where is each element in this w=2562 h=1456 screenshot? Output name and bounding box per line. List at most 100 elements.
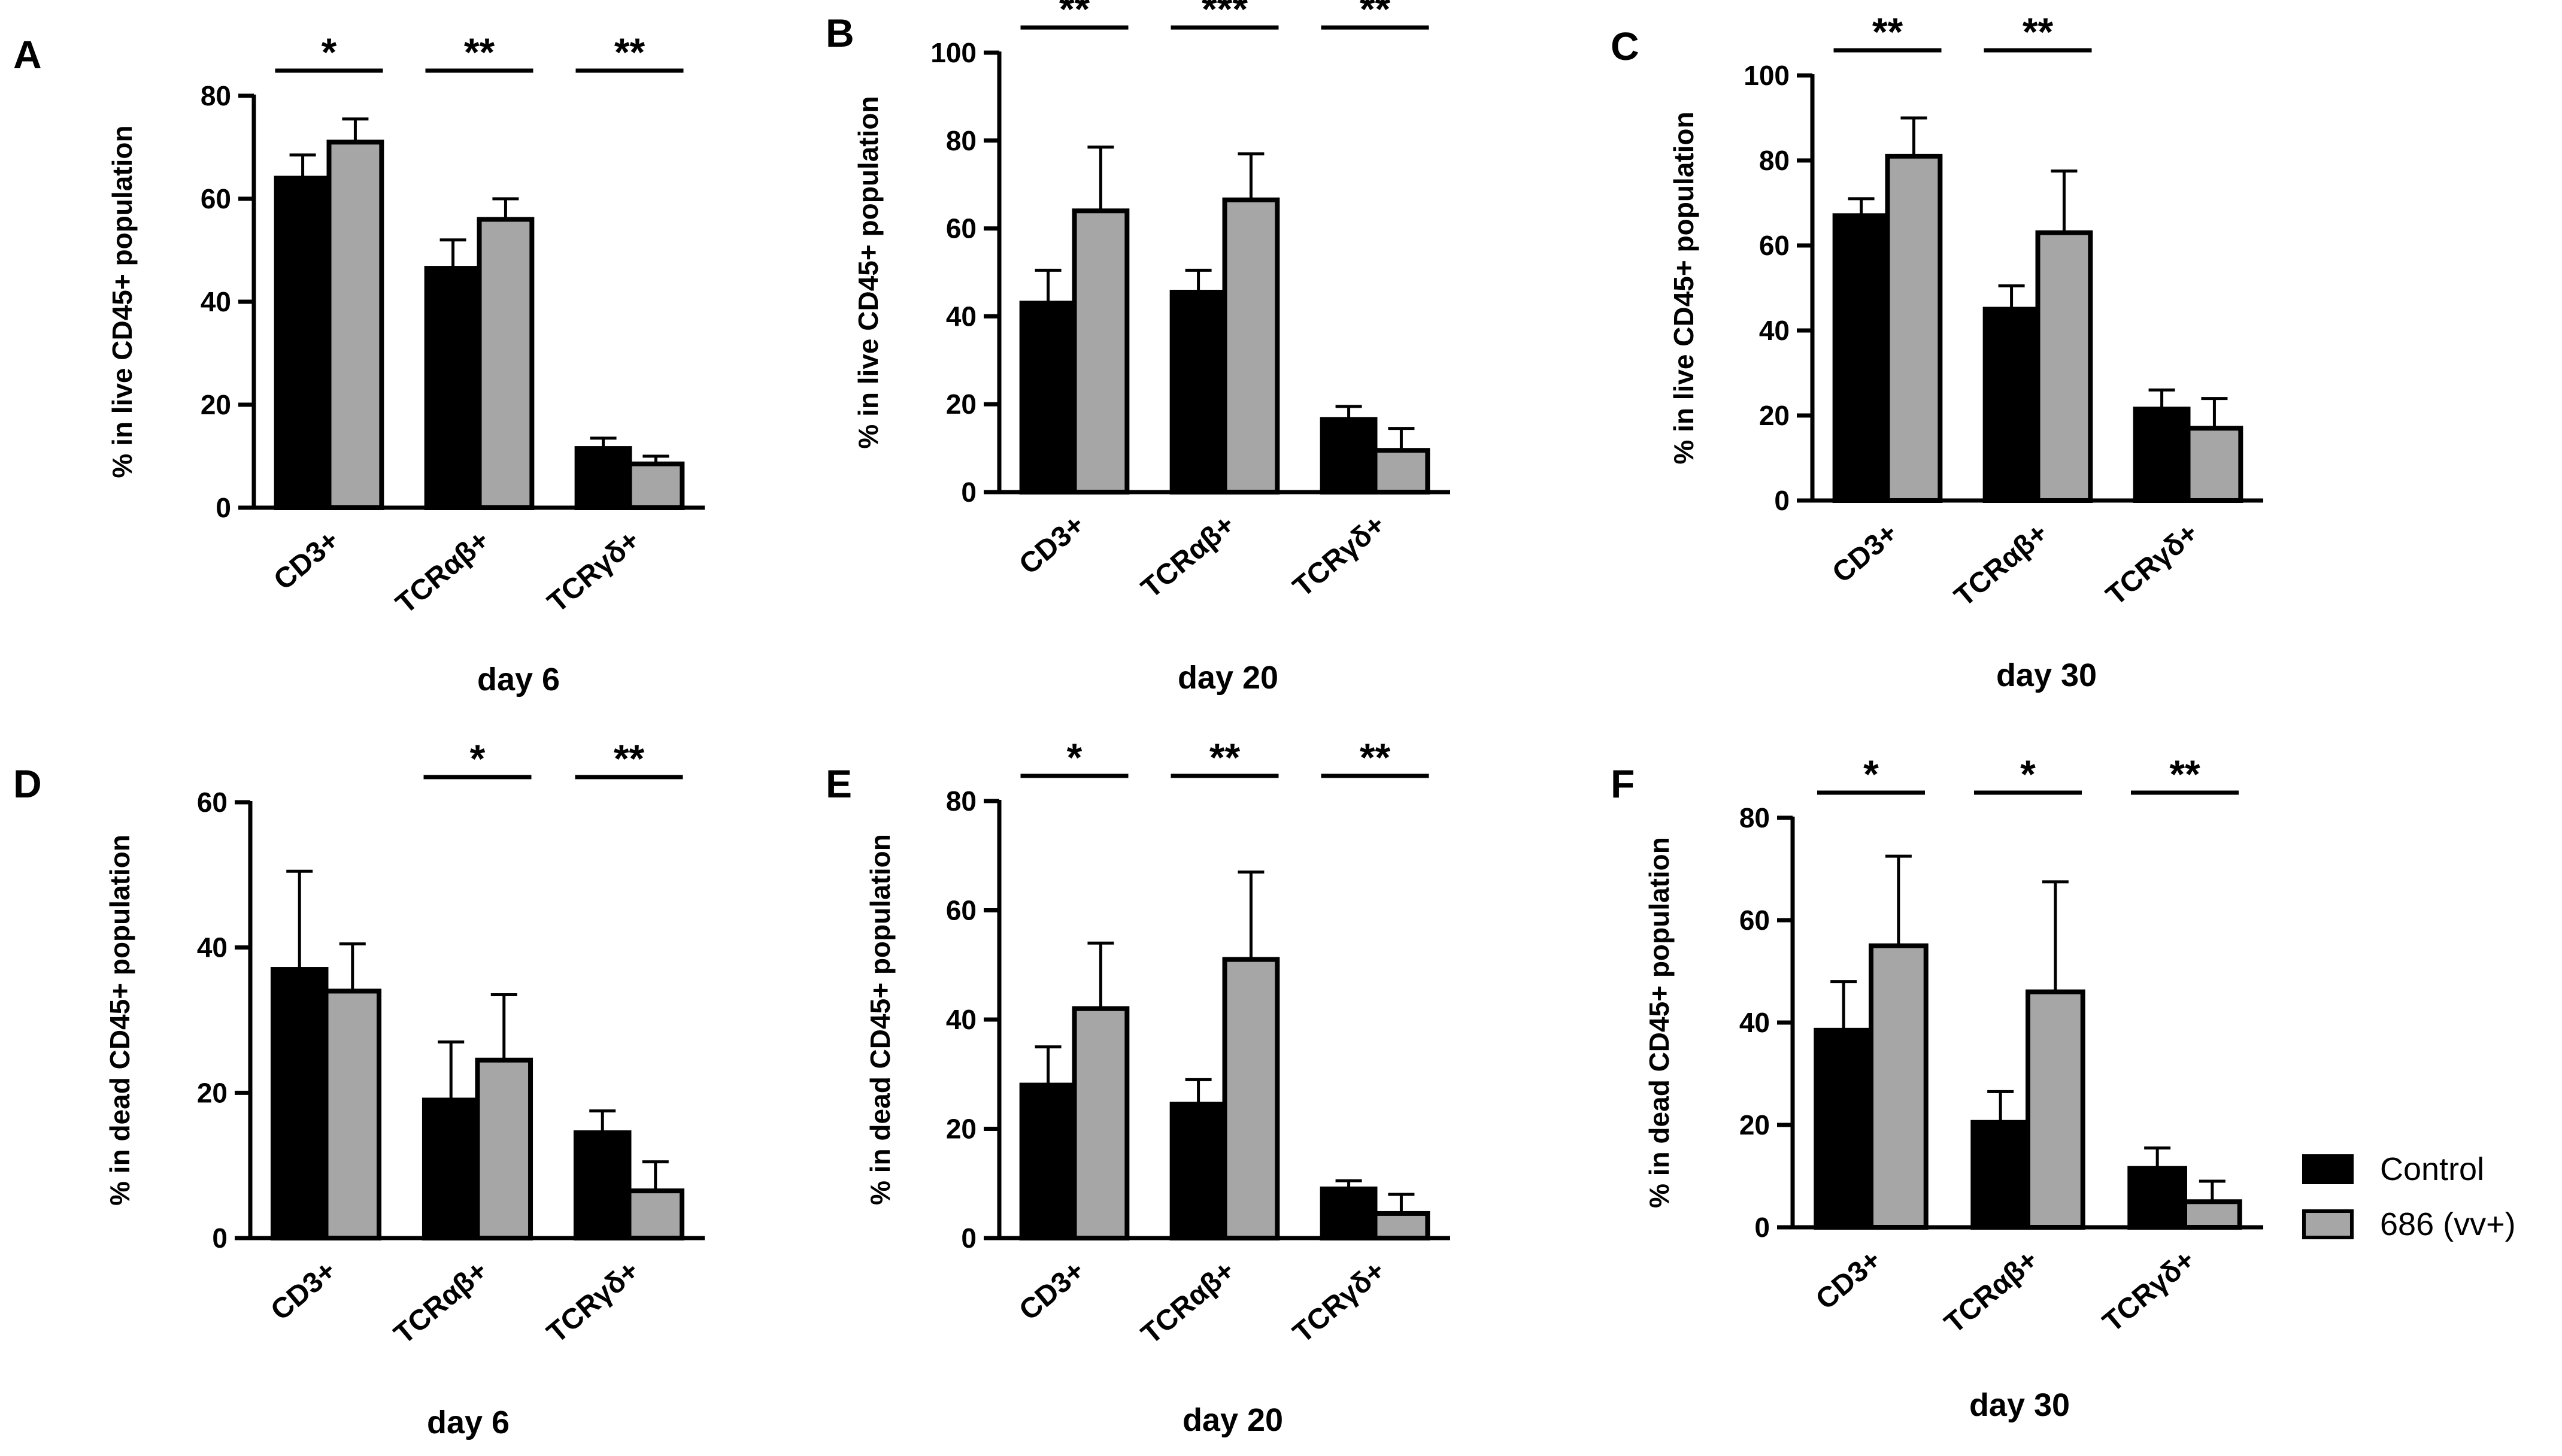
panel-b-bar-treated [1372, 448, 1430, 495]
panel-e: E 0 20 40 60 80 % in dead CD45+ population CD3+… [826, 735, 1450, 1438]
panel-b-ytick-label: 40 [946, 301, 977, 332]
panel-a-bar-control [424, 266, 482, 510]
legend-label-control: Control [2380, 1151, 2484, 1187]
panel-f-xlabel: day 30 [1969, 1387, 2070, 1423]
panel-d-bar-control [270, 967, 329, 1240]
panel-c-bar-treated [2185, 426, 2243, 503]
panel-e-ytick-label: 40 [946, 1004, 977, 1035]
legend-swatch-treated [2302, 1209, 2354, 1239]
panel-e-category-label: TCRγδ+ [1287, 1255, 1391, 1349]
panel-e-bar-control [1169, 1102, 1227, 1240]
panel-f-significance-marker: ** [2169, 752, 2200, 796]
panel-d-bar-control [573, 1130, 632, 1240]
panel-a-category-label: TCRγδ+ [542, 524, 646, 619]
panel-c-ylabel: % in live CD45+ population [1668, 111, 1699, 464]
panel-f-ylabel: % in dead CD45+ population [1644, 837, 1675, 1208]
panel-e-significance-marker: * [1067, 735, 1083, 779]
panel-b-significance-marker: ** [1059, 0, 1090, 31]
legend-swatch-control [2302, 1154, 2354, 1184]
panel-b-ylabel: % in live CD45+ population [853, 96, 884, 448]
panel-e-ylabel: % in dead CD45+ population [865, 834, 896, 1205]
panel-a-letter: A [13, 32, 42, 77]
panel-f-category-label: TCRαβ+ [1939, 1244, 2044, 1340]
panel-c-ytick-label: 80 [1759, 145, 1790, 176]
panel-b-ytick-label: 0 [961, 477, 977, 508]
panel-d-letter: D [13, 762, 42, 806]
panel-d: D 0 20 40 60 % in dead CD45+ population CD3+ TC… [13, 736, 705, 1440]
panel-f-letter: F [1611, 762, 1635, 806]
legend: Control 686 (vv+) [2302, 1151, 2516, 1242]
panel-c: C 0 20 40 60 80 100 % in live CD45+ population C… [1611, 10, 2263, 693]
panel-c-significance-marker: ** [1872, 10, 1903, 54]
panel-b-significance-marker: *** [1202, 0, 1248, 31]
panel-a-category-label: TCRαβ+ [390, 524, 495, 620]
panel-c-letter: C [1611, 24, 1639, 68]
panel-b-category-label: TCRγδ+ [1287, 509, 1391, 603]
panel-e-bar-treated [1372, 1211, 1430, 1240]
panel-e-ytick-label: 80 [946, 785, 977, 817]
panel-e-ytick-label: 20 [946, 1114, 977, 1145]
panel-a-ylabel: % in live CD45+ population [107, 125, 138, 478]
panel-a-ytick-label: 0 [216, 492, 231, 523]
panel-a-category-label: CD3+ [268, 524, 345, 596]
panel-b-category-label: TCRαβ+ [1135, 509, 1241, 605]
panel-e-ytick-label: 0 [961, 1223, 977, 1254]
panel-d-category-label: TCRαβ+ [388, 1255, 493, 1351]
panel-e-letter: E [826, 762, 852, 806]
panel-b-ytick-label: 80 [946, 125, 977, 156]
panel-e-category-label: CD3+ [1013, 1255, 1090, 1327]
panel-a-significance-marker: ** [614, 30, 645, 74]
panel-c-significance-marker: ** [2023, 10, 2054, 54]
panel-f: F 0 20 40 60 80 % in dead CD45+ population CD3+… [1611, 752, 2263, 1423]
panel-e-bar-control [1320, 1186, 1378, 1240]
panel-b-bar-control [1320, 417, 1378, 495]
panel-a-significance-marker: * [322, 30, 337, 74]
panel-f-significance-marker: * [2020, 752, 2036, 796]
panel-f-significance-marker: * [1863, 752, 1879, 796]
panel-b-ytick-label: 60 [946, 213, 977, 244]
panel-b: B 0 20 40 60 80 100 % in live CD45+ population C… [826, 0, 1450, 696]
panel-f-category-label: CD3+ [1810, 1244, 1887, 1316]
panel-c-bar-treated [2035, 230, 2093, 503]
panel-a-bar-treated [326, 139, 384, 510]
panel-f-bar-control [1814, 1027, 1874, 1230]
panel-f-bar-treated [2026, 989, 2085, 1230]
panel-d-ylabel: % in dead CD45+ population [104, 835, 135, 1206]
panel-f-ytick-label: 40 [1739, 1007, 1770, 1038]
panel-d-significance-marker: * [470, 736, 486, 781]
panel-d-bar-treated [323, 988, 382, 1240]
panel-c-bar-control [1982, 307, 2040, 503]
panel-b-bar-treated [1072, 208, 1130, 495]
panel-b-category-label: CD3+ [1013, 509, 1090, 581]
panel-e-significance-marker: ** [1360, 735, 1391, 779]
panel-c-ytick-label: 20 [1759, 400, 1790, 431]
panel-d-category-label: TCRγδ+ [541, 1255, 645, 1349]
panel-b-letter: B [826, 11, 854, 55]
panel-e-ytick-label: 60 [946, 895, 977, 926]
panel-f-bar-treated [2182, 1199, 2242, 1230]
panel-b-bar-control [1169, 290, 1227, 495]
panel-a-ytick-label: 40 [201, 286, 231, 317]
panel-b-xlabel: day 20 [1178, 660, 1278, 696]
panel-c-bar-control [2133, 407, 2191, 503]
panel-a-bar-treated [477, 217, 535, 510]
panel-e-bar-treated [1222, 957, 1280, 1240]
panel-f-bar-control [2127, 1166, 2188, 1230]
panel-d-bar-control [422, 1097, 480, 1241]
panel-a-xlabel: day 6 [477, 662, 560, 697]
panel-d-bar-treated [475, 1057, 533, 1240]
panel-a-bar-control [574, 446, 632, 510]
panel-b-bar-treated [1222, 197, 1280, 495]
panel-d-bar-treated [626, 1188, 685, 1240]
panel-b-significance-marker: ** [1360, 0, 1391, 31]
panel-a-bar-control [274, 175, 332, 511]
panel-d-category-label: CD3+ [265, 1255, 342, 1327]
panel-f-category-label: TCRγδ+ [2097, 1244, 2201, 1339]
panel-d-ytick-label: 60 [197, 787, 228, 818]
panel-f-bar-treated [1869, 943, 1929, 1230]
panel-d-ytick-label: 20 [197, 1077, 228, 1108]
panel-f-ytick-label: 60 [1739, 905, 1770, 936]
panel-c-category-label: CD3+ [1826, 517, 1903, 589]
panel-c-xlabel: day 30 [1996, 657, 2097, 693]
